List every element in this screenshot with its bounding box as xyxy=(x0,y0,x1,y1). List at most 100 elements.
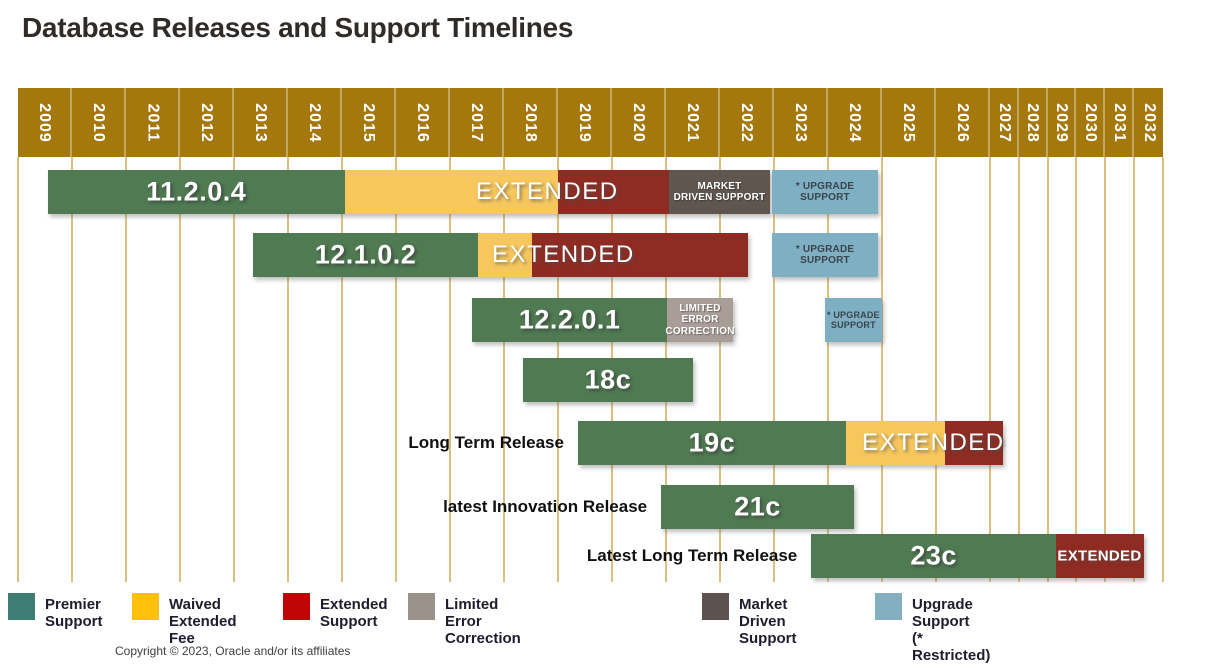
segment-extended-19c xyxy=(945,421,1003,465)
year-cell-2016: 2016 xyxy=(396,88,450,157)
version-label-18c: 18c xyxy=(584,364,632,395)
legend-swatch-limited xyxy=(408,593,435,620)
segment-market-11.2.0.4: MARKET DRIVEN SUPPORT xyxy=(668,170,771,214)
gridline-2014 xyxy=(287,157,289,582)
segment-waived-11.2.0.4 xyxy=(344,170,558,214)
segment-premier-21c xyxy=(661,485,854,529)
gridline-2011 xyxy=(125,157,127,582)
gridline-2031 xyxy=(1104,157,1107,582)
year-cell-2018: 2018 xyxy=(504,88,558,157)
segment-waived-12.1.0.2 xyxy=(478,233,533,277)
extended-label-11.2.0.4: EXTENDED xyxy=(475,178,619,205)
gridline-2027 xyxy=(989,157,991,582)
legend-swatch-upgrade xyxy=(875,593,902,620)
gridline-2018 xyxy=(503,157,505,582)
row-side-label-19c: Long Term Release xyxy=(408,433,564,452)
year-cell-2027: 2027 xyxy=(990,88,1019,157)
year-cell-2029: 2029 xyxy=(1048,88,1077,157)
segment-label: * UPGRADE SUPPORT xyxy=(826,309,880,331)
gridline-2015 xyxy=(341,157,343,582)
segment-upgrade-12.2.0.1: * UPGRADE SUPPORT xyxy=(824,298,882,342)
legend-swatch-extended xyxy=(283,593,310,620)
extended-label-12.1.0.2: EXTENDED xyxy=(492,241,635,268)
segment-label: LIMITED ERROR CORRECTION xyxy=(665,302,735,337)
gridline-2023 xyxy=(773,157,775,582)
gridline-2024 xyxy=(827,157,829,582)
legend-swatch-premier xyxy=(8,593,35,620)
gridline-2010 xyxy=(71,157,73,582)
segment-extended-23c xyxy=(1055,534,1145,578)
gridline-2030 xyxy=(1075,157,1078,582)
year-cell-2010: 2010 xyxy=(72,88,126,157)
gridline-2029 xyxy=(1046,157,1049,582)
gridline-2022 xyxy=(719,157,721,582)
year-cell-2023: 2023 xyxy=(774,88,828,157)
year-cell-2025: 2025 xyxy=(882,88,936,157)
year-cell-2030: 2030 xyxy=(1076,88,1106,157)
version-label-12.2.0.1: 12.2.0.1 xyxy=(518,304,621,335)
gridline-2009 xyxy=(17,157,19,582)
segment-premier-11.2.0.4 xyxy=(47,170,345,214)
page-title: Database Releases and Support Timelines xyxy=(22,12,574,43)
segment-premier-23c xyxy=(811,534,1056,578)
version-label-23c: 23c xyxy=(910,540,957,571)
segment-extended-11.2.0.4 xyxy=(558,170,669,214)
gridline-2032 xyxy=(1133,157,1135,582)
year-cell-2022: 2022 xyxy=(720,88,774,157)
year-cell-2012: 2012 xyxy=(180,88,234,157)
segment-label: MARKET DRIVEN SUPPORT xyxy=(673,180,766,204)
segment-waived-19c xyxy=(845,421,946,465)
gridline-2033 xyxy=(1161,157,1164,582)
row-side-label-21c: latest Innovation Release xyxy=(443,497,648,516)
gridline-2026 xyxy=(935,157,937,582)
segment-premier-12.1.0.2 xyxy=(252,233,479,277)
gridline-2013 xyxy=(233,157,235,582)
year-cell-2017: 2017 xyxy=(450,88,504,157)
version-label-21c: 21c xyxy=(734,491,781,522)
year-band: 2009 2010 2011 2012 2013 2014 2015 2016 2017 2018… xyxy=(18,88,1163,157)
segment-label: * UPGRADE SUPPORT xyxy=(795,180,855,204)
extended-label-19c: EXTENDED xyxy=(861,429,1005,456)
gridline-2012 xyxy=(179,157,181,582)
year-cell-2015: 2015 xyxy=(342,88,396,157)
segment-extended-12.1.0.2 xyxy=(532,233,749,277)
legend-label-premier: Premier Support xyxy=(45,596,103,630)
segment-premier-19c xyxy=(577,421,846,465)
legend-label-waived: Waived Extended Fee xyxy=(169,596,237,647)
gridline-2028 xyxy=(1017,157,1020,582)
legend-swatch-waived xyxy=(132,593,159,620)
legend-label-extended: Extended Support xyxy=(320,596,388,630)
version-label-19c: 19c xyxy=(688,427,736,458)
gridline-2016 xyxy=(395,157,397,582)
row-side-label-23c: Latest Long Term Release xyxy=(586,546,798,565)
version-label-11.2.0.4: 11.2.0.4 xyxy=(146,176,247,207)
year-cell-2028: 2028 xyxy=(1019,88,1048,157)
year-cell-2009: 2009 xyxy=(18,88,72,157)
segment-premier-12.2.0.1 xyxy=(472,298,668,342)
year-cell-2011: 2011 xyxy=(126,88,180,157)
year-cell-2014: 2014 xyxy=(288,88,342,157)
segment-upgrade-12.1.0.2: * UPGRADE SUPPORT xyxy=(771,233,879,277)
legend-label-market: Market Driven Support xyxy=(739,596,797,647)
segment-label: * UPGRADE SUPPORT xyxy=(795,243,855,267)
copyright-text: Copyright © 2023, Oracle and/or its affi… xyxy=(115,644,351,658)
gridline-2017 xyxy=(449,157,451,582)
segment-upgrade-11.2.0.4: * UPGRADE SUPPORT xyxy=(771,170,879,214)
year-cell-2020: 2020 xyxy=(612,88,666,157)
year-cell-2031: 2031 xyxy=(1105,88,1134,157)
legend-swatch-market xyxy=(702,593,729,620)
